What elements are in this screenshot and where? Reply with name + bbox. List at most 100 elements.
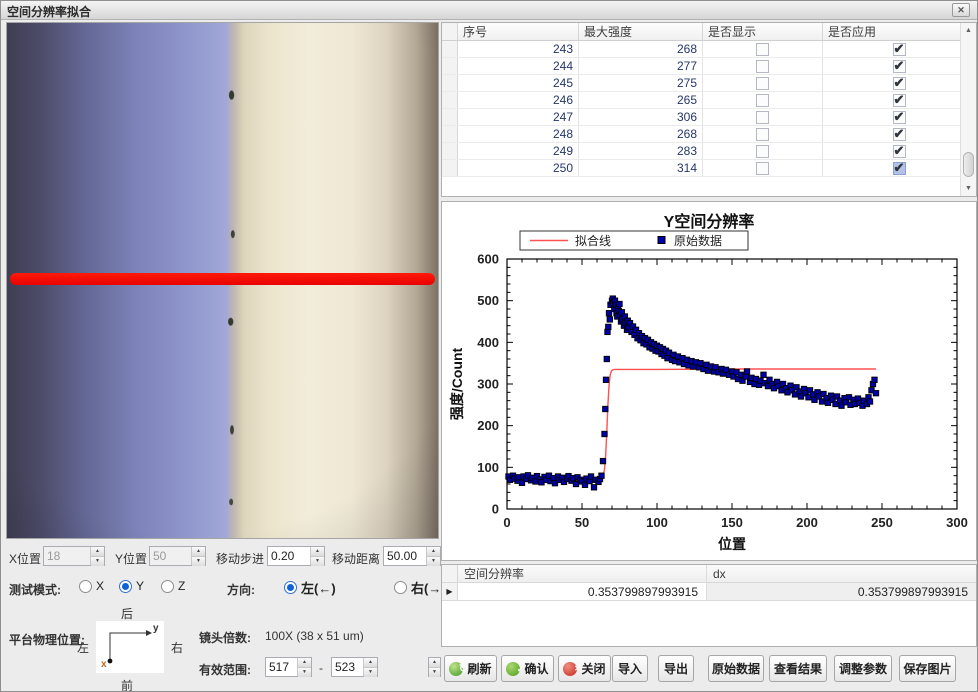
resolution-column-header: 空间分辨率 xyxy=(458,565,707,582)
spin-up-icon[interactable]: ▲ xyxy=(192,547,205,557)
move-step-input[interactable] xyxy=(268,547,310,565)
table-row[interactable]: 249 283 xyxy=(442,143,976,160)
row-marker-icon: ▶ xyxy=(442,583,458,600)
table-row[interactable]: 248 268 xyxy=(442,126,976,143)
table-row[interactable]: 245 275 xyxy=(442,75,976,92)
spin-down-icon[interactable]: ▼ xyxy=(427,557,440,566)
resolution-value: 0.353799897993915 xyxy=(458,583,707,600)
direction-radio-left[interactable]: 左(←) xyxy=(284,578,336,597)
max-intensity-cell: 268 xyxy=(579,126,703,142)
range-to-field[interactable]: ▲▼ xyxy=(331,657,378,677)
apply-cell xyxy=(823,143,976,159)
move-step-field[interactable]: ▲▼ xyxy=(267,546,325,566)
button-label: 确认 xyxy=(524,662,549,676)
svg-text:拟合线: 拟合线 xyxy=(575,233,611,248)
chart-title: Y空间分辨率 xyxy=(663,214,755,231)
scroll-up-icon[interactable]: ▲ xyxy=(961,23,976,38)
column-header: 是否应用 xyxy=(823,23,976,40)
display-checkbox[interactable] xyxy=(756,162,769,175)
raw-data-button[interactable]: 原始数据 xyxy=(708,655,764,682)
close-icon[interactable]: ✕ xyxy=(952,3,970,17)
test-mode-radio-x[interactable]: X xyxy=(79,579,104,593)
move-distance-label: 移动距离 xyxy=(332,552,381,566)
spin-down-icon[interactable]: ▼ xyxy=(364,668,377,677)
display-checkbox[interactable] xyxy=(756,77,769,90)
row-indicator xyxy=(442,41,458,57)
close-button[interactable]: 关闭 xyxy=(558,655,611,682)
apply-checkbox[interactable] xyxy=(892,58,906,74)
intensity-table-body: 2432682442772452752462652473062482682492… xyxy=(442,41,976,177)
spin-down-icon[interactable]: ▼ xyxy=(91,557,104,566)
table-row[interactable]: 243 268 xyxy=(442,41,976,58)
stage-axes-diagram: x y xyxy=(96,621,164,673)
apply-checkbox[interactable] xyxy=(892,92,906,108)
display-checkbox[interactable] xyxy=(756,128,769,141)
row-indicator xyxy=(442,109,458,125)
adjust-params-button[interactable]: 调整参数 xyxy=(834,655,892,682)
spin-up-icon[interactable]: ▲ xyxy=(429,658,440,668)
scrollbar-thumb[interactable] xyxy=(963,152,974,177)
move-distance-field[interactable]: ▲▼ xyxy=(383,546,441,566)
range-from-field[interactable]: ▲▼ xyxy=(265,657,312,677)
apply-checkbox[interactable] xyxy=(892,109,906,125)
import-button[interactable]: 导入 xyxy=(612,655,648,682)
apply-checkbox[interactable] xyxy=(892,160,906,176)
display-checkbox[interactable] xyxy=(756,94,769,107)
x-position-field: ▲▼ xyxy=(43,546,105,566)
spin-down-icon[interactable]: ▼ xyxy=(311,557,324,566)
spin-down-icon[interactable]: ▼ xyxy=(298,668,311,677)
spin-up-icon[interactable]: ▲ xyxy=(364,658,377,668)
display-checkbox[interactable] xyxy=(756,43,769,56)
window-title: 空间分辨率拟合 xyxy=(7,5,92,19)
table-row[interactable]: 246 265 xyxy=(442,92,976,109)
table-row[interactable]: 250 314 xyxy=(442,160,976,177)
table-scrollbar[interactable]: ▲ ▼ xyxy=(960,23,976,196)
svg-text:300: 300 xyxy=(946,515,968,530)
display-checkbox[interactable] xyxy=(756,145,769,158)
microscope-image[interactable] xyxy=(6,22,439,539)
svg-text:50: 50 xyxy=(575,515,589,530)
dx-value: 0.353799897993915 xyxy=(707,583,976,600)
lens-magnification-value: 100X (38 x 51 um) xyxy=(265,629,364,643)
apply-checkbox[interactable] xyxy=(892,143,906,159)
move-distance-input[interactable] xyxy=(384,547,426,565)
index-cell: 247 xyxy=(458,109,579,125)
spin-up-icon[interactable]: ▲ xyxy=(427,547,440,557)
table-row[interactable]: 247 306 xyxy=(442,109,976,126)
range-extra-spinner[interactable]: ▲ ▼ xyxy=(428,657,441,677)
spin-down-icon[interactable]: ▼ xyxy=(429,668,440,677)
apply-checkbox[interactable] xyxy=(892,75,906,91)
spin-up-icon[interactable]: ▲ xyxy=(91,547,104,557)
spin-down-icon[interactable]: ▼ xyxy=(192,557,205,566)
apply-checkbox[interactable] xyxy=(892,126,906,142)
title-bar: 空间分辨率拟合 ✕ xyxy=(1,1,977,20)
test-mode-radio-z[interactable]: Z xyxy=(161,579,185,593)
column-header: 序号 xyxy=(458,23,579,40)
display-checkbox[interactable] xyxy=(756,111,769,124)
scroll-down-icon[interactable]: ▼ xyxy=(961,181,976,196)
export-button[interactable]: 导出 xyxy=(658,655,694,682)
test-mode-label: 测试模式: xyxy=(9,583,61,597)
stage-front-label: 前 xyxy=(121,679,134,692)
apply-checkbox[interactable] xyxy=(892,41,906,57)
spin-up-icon[interactable]: ▲ xyxy=(311,547,324,557)
range-from-input[interactable] xyxy=(266,658,297,676)
svg-text:x: x xyxy=(101,659,107,670)
direction-radio-right[interactable]: 右(→) xyxy=(394,578,446,597)
button-label: 导出 xyxy=(663,662,688,676)
max-intensity-cell: 268 xyxy=(579,41,703,57)
refresh-button[interactable]: 刷新 xyxy=(444,655,497,682)
table-row[interactable]: 244 277 xyxy=(442,58,976,75)
view-results-button[interactable]: 查看结果 xyxy=(769,655,827,682)
max-intensity-cell: 277 xyxy=(579,58,703,74)
test-mode-radio-y[interactable]: Y xyxy=(119,579,144,593)
display-checkbox[interactable] xyxy=(756,60,769,73)
confirm-button[interactable]: 确认 xyxy=(501,655,554,682)
save-image-button[interactable]: 保存图片 xyxy=(899,655,956,682)
stage-position-label: 平台物理位置: xyxy=(9,633,85,647)
svg-text:200: 200 xyxy=(477,418,499,433)
spin-up-icon[interactable]: ▲ xyxy=(298,658,311,668)
result-grid-row[interactable]: ▶ 0.353799897993915 0.353799897993915 xyxy=(442,583,976,601)
range-to-input[interactable] xyxy=(332,658,363,676)
